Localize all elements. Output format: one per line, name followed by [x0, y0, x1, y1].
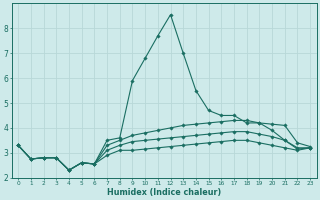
X-axis label: Humidex (Indice chaleur): Humidex (Indice chaleur)	[107, 188, 221, 197]
